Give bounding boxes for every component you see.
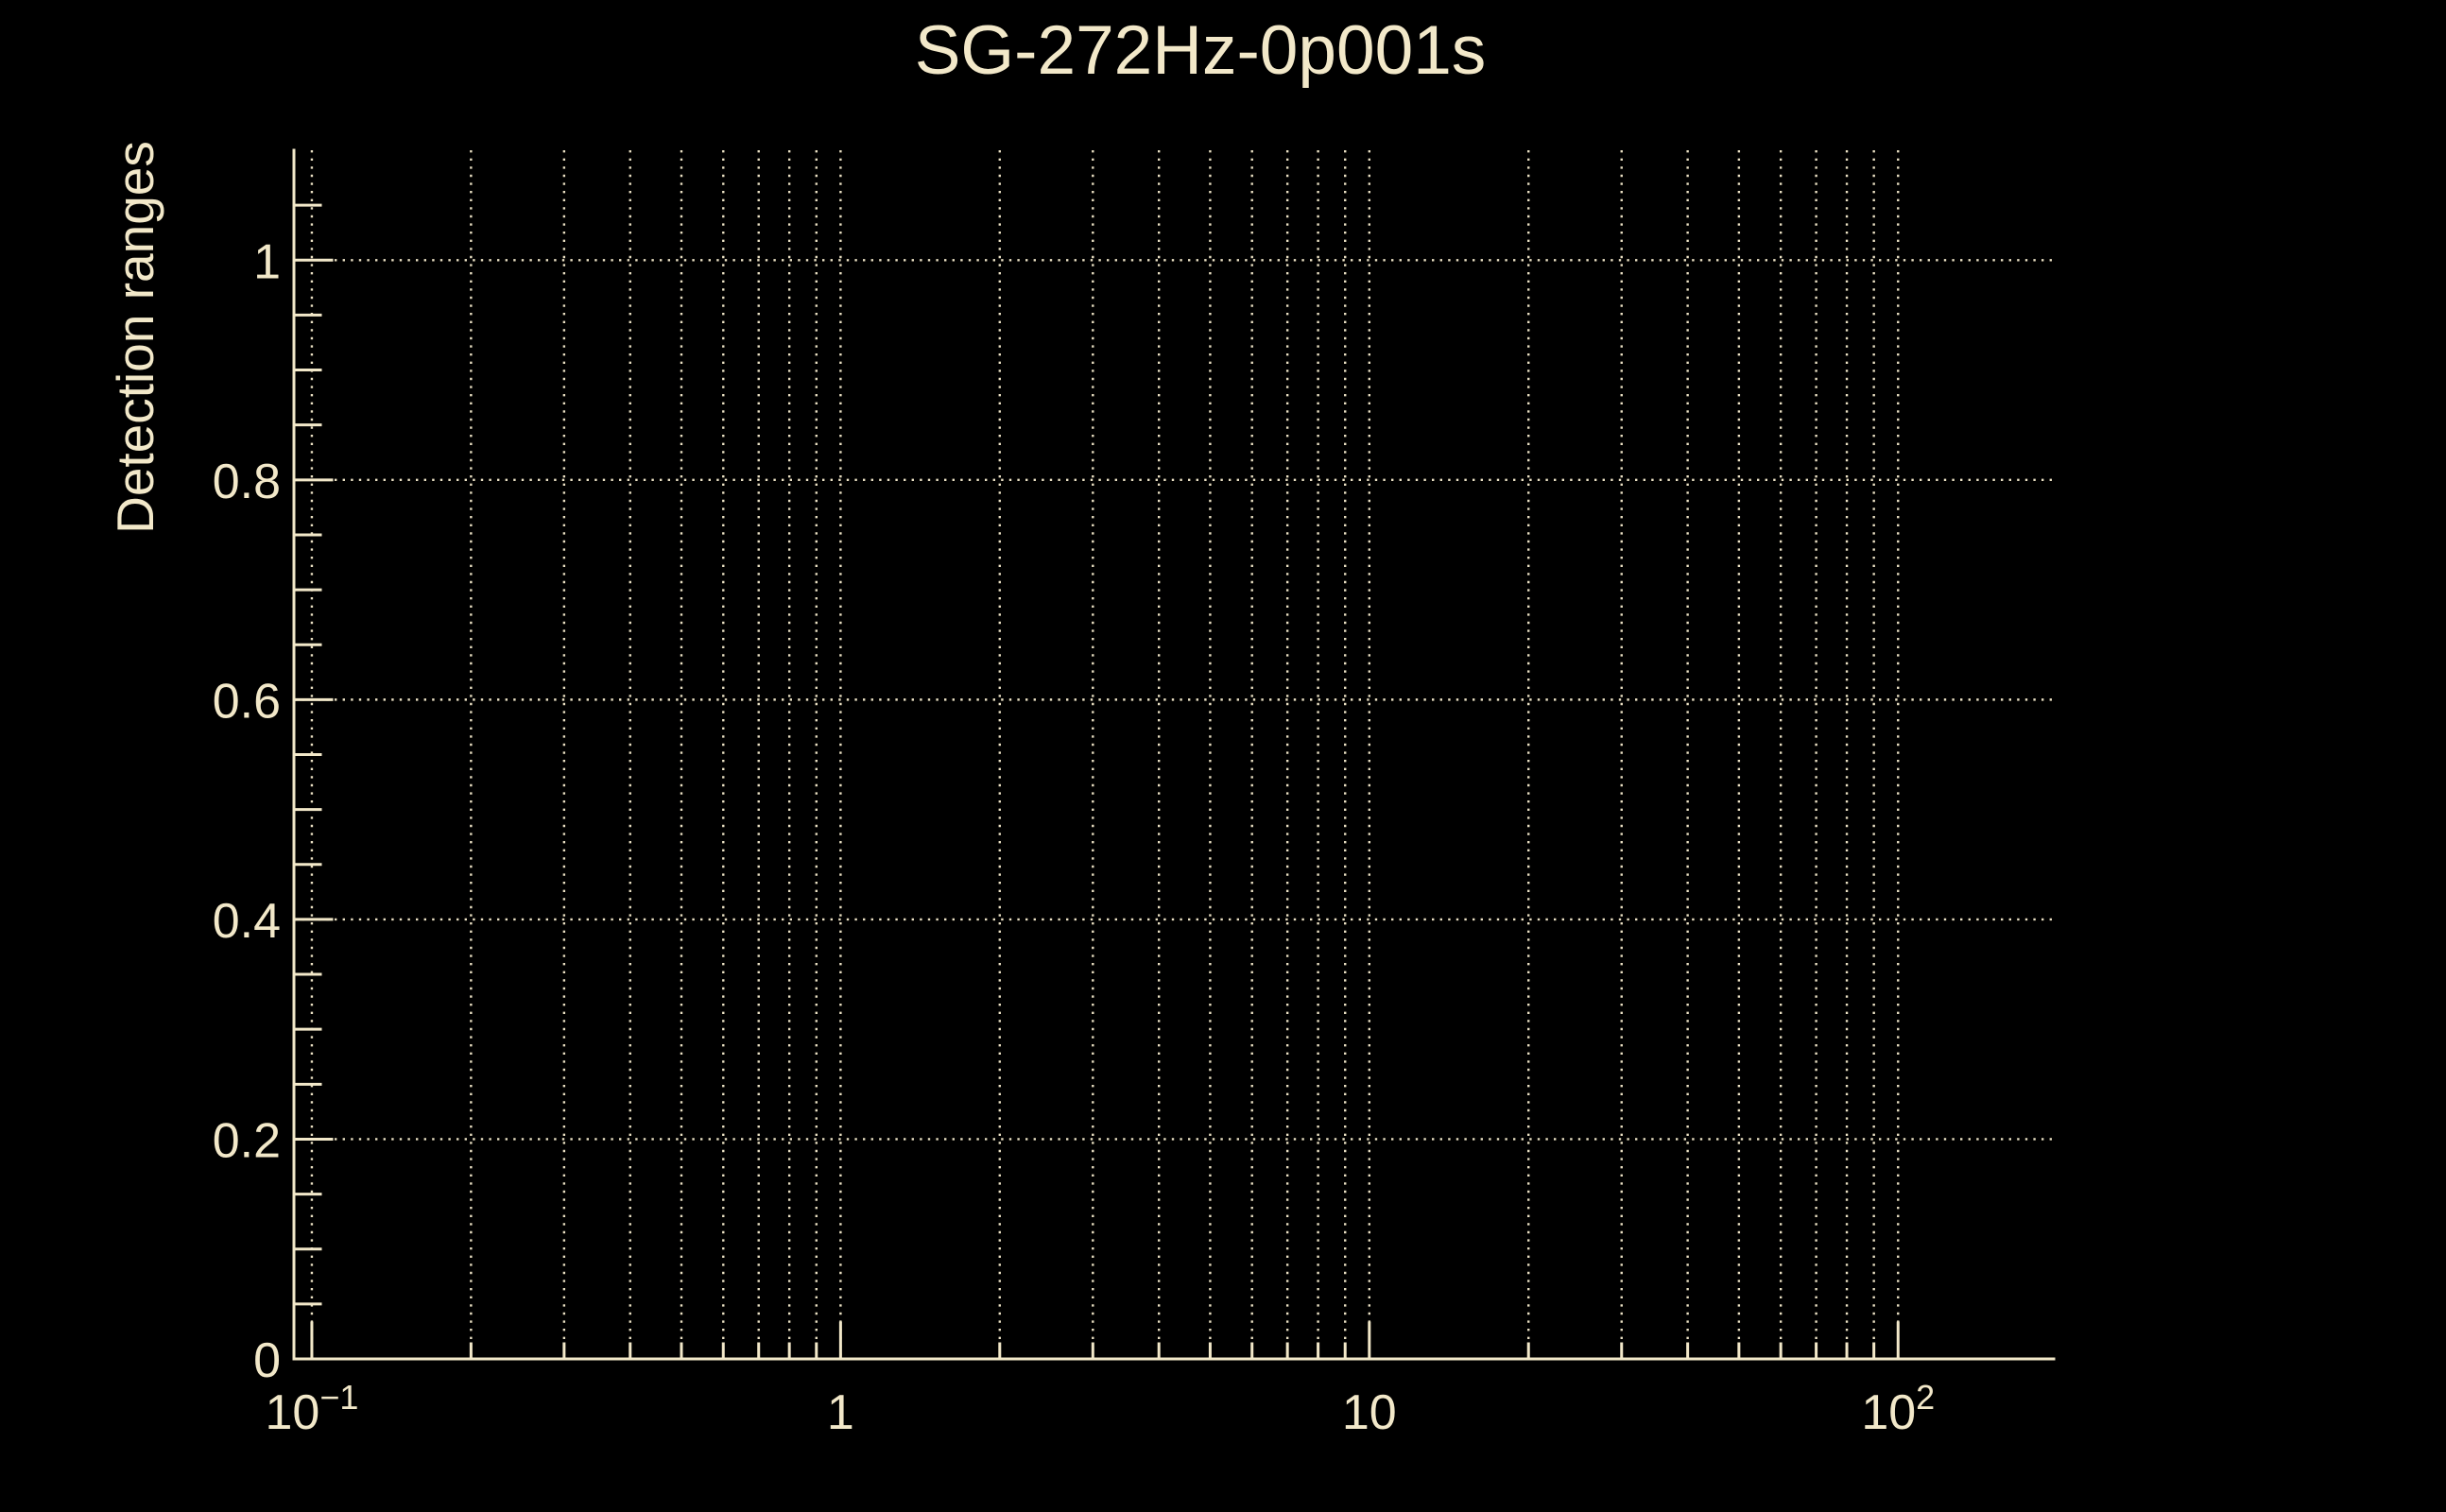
y-tick-label: 1 — [253, 234, 281, 289]
y-tick-label: 0.2 — [213, 1113, 281, 1168]
y-tick-label: 0 — [253, 1333, 281, 1388]
y-tick-label: 0.8 — [213, 455, 281, 509]
grid-lines — [294, 150, 2054, 1361]
chart-title: SG-272Hz-0p001s — [915, 12, 1487, 89]
x-tick-label: 10−1 — [265, 1378, 358, 1440]
x-tick-label: 1 — [827, 1385, 854, 1440]
y-tick-labels: 0 0.2 0.4 0.6 0.8 1 — [213, 234, 281, 1388]
x-tick-label: 102 — [1861, 1378, 1935, 1440]
tick-marks — [292, 203, 1900, 1361]
x-tick-label: 10 — [1342, 1385, 1397, 1440]
y-tick-label: 0.4 — [213, 894, 281, 949]
axis-lines — [292, 148, 2056, 1361]
x-tick-labels: 10−1 1 10 102 — [265, 1378, 1935, 1440]
y-axis-label: Detection ranges — [106, 141, 164, 534]
y-tick-label: 0.6 — [213, 674, 281, 729]
